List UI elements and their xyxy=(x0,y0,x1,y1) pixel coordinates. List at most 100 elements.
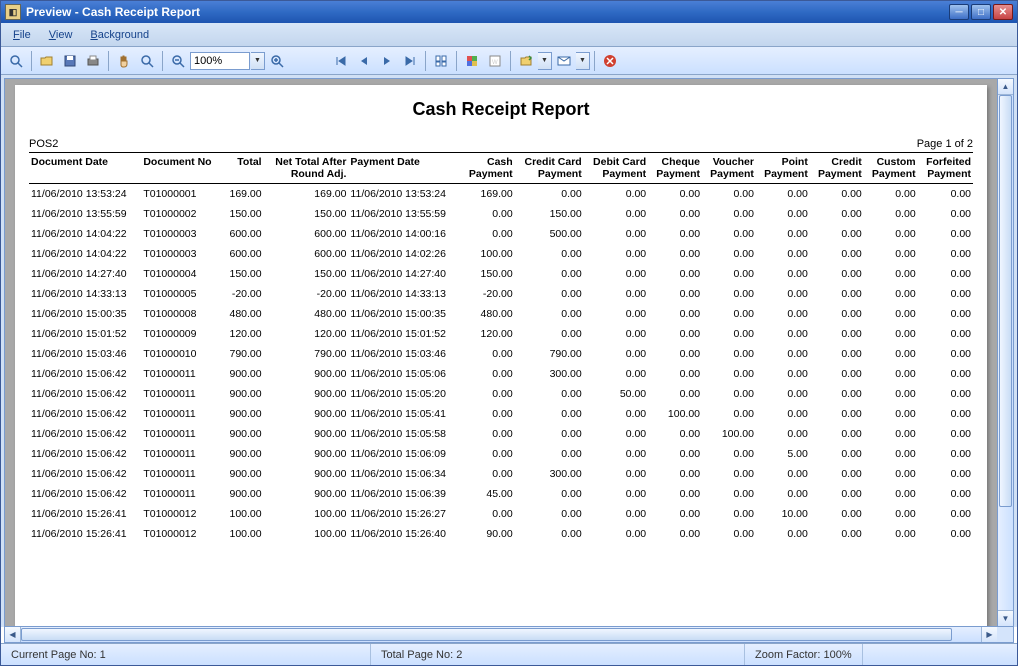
table-cell: 0.00 xyxy=(515,484,584,504)
menu-view[interactable]: View xyxy=(41,26,81,44)
table-cell: T01000011 xyxy=(141,424,223,444)
table-cell: 0.00 xyxy=(864,184,918,205)
table-cell: T01000008 xyxy=(141,304,223,324)
open-icon[interactable] xyxy=(36,50,58,72)
close-button[interactable]: ✕ xyxy=(993,4,1013,20)
color-icon[interactable] xyxy=(461,50,483,72)
table-cell: 480.00 xyxy=(264,304,349,324)
document-viewport[interactable]: Cash Receipt Report POS2 Page 1 of 2 Doc… xyxy=(4,78,998,627)
table-cell: 0.00 xyxy=(648,424,702,444)
table-cell: 0.00 xyxy=(918,184,973,205)
magnifier-icon[interactable] xyxy=(136,50,158,72)
zoom-in-icon[interactable] xyxy=(266,50,288,72)
table-cell: 0.00 xyxy=(584,364,648,384)
minimize-button[interactable]: ─ xyxy=(949,4,969,20)
table-cell: 11/06/2010 15:03:46 xyxy=(29,344,141,364)
scroll-down-icon[interactable]: ▼ xyxy=(998,610,1013,626)
maximize-button[interactable]: □ xyxy=(971,4,991,20)
preview-window: ◧ Preview - Cash Receipt Report ─ □ ✕ Fi… xyxy=(0,0,1018,666)
search-icon[interactable] xyxy=(5,50,27,72)
email-dropdown[interactable]: ▼ xyxy=(576,52,590,70)
titlebar[interactable]: ◧ Preview - Cash Receipt Report ─ □ ✕ xyxy=(1,1,1017,23)
next-page-icon[interactable] xyxy=(376,50,398,72)
content-area: Cash Receipt Report POS2 Page 1 of 2 Doc… xyxy=(1,75,1017,627)
column-header: PointPayment xyxy=(756,153,810,184)
export-dropdown[interactable]: ▼ xyxy=(538,52,552,70)
table-cell: T01000003 xyxy=(141,224,223,244)
table-cell: 600.00 xyxy=(223,224,264,244)
print-icon[interactable] xyxy=(82,50,104,72)
table-row: 11/06/2010 15:06:42T01000011900.00900.00… xyxy=(29,364,973,384)
separator xyxy=(594,51,595,71)
table-cell: 0.00 xyxy=(702,344,756,364)
zoom-input[interactable]: 100% xyxy=(190,52,250,70)
save-icon[interactable] xyxy=(59,50,81,72)
last-page-icon[interactable] xyxy=(399,50,421,72)
table-cell: T01000005 xyxy=(141,284,223,304)
h-thumb[interactable] xyxy=(21,628,952,641)
table-cell: 11/06/2010 15:05:58 xyxy=(348,424,460,444)
table-cell: 0.00 xyxy=(648,504,702,524)
zoom-dropdown[interactable]: ▼ xyxy=(251,52,265,70)
table-cell: 0.00 xyxy=(702,364,756,384)
h-track[interactable] xyxy=(21,627,981,642)
table-cell: 0.00 xyxy=(584,484,648,504)
status-current-page: Current Page No: 1 xyxy=(1,644,371,665)
column-header: Payment Date xyxy=(348,153,460,184)
horizontal-scrollbar[interactable]: ◀ ▶ xyxy=(4,627,1014,643)
first-page-icon[interactable] xyxy=(330,50,352,72)
hand-icon[interactable] xyxy=(113,50,135,72)
stop-icon[interactable] xyxy=(599,50,621,72)
table-cell: 0.00 xyxy=(918,284,973,304)
toolbar: 100% ▼ W ▼ ▼ xyxy=(1,47,1017,75)
table-cell: 0.00 xyxy=(918,424,973,444)
table-row: 11/06/2010 15:06:42T01000011900.00900.00… xyxy=(29,424,973,444)
separator xyxy=(108,51,109,71)
table-cell: 120.00 xyxy=(264,324,349,344)
v-thumb[interactable] xyxy=(999,95,1012,507)
table-cell: 900.00 xyxy=(223,404,264,424)
multipage-icon[interactable] xyxy=(430,50,452,72)
scroll-left-icon[interactable]: ◀ xyxy=(5,627,21,642)
table-cell: 45.00 xyxy=(461,484,515,504)
table-row: 11/06/2010 13:55:59T01000002150.00150.00… xyxy=(29,204,973,224)
watermark-icon[interactable]: W xyxy=(484,50,506,72)
scroll-right-icon[interactable]: ▶ xyxy=(981,627,997,642)
v-track[interactable] xyxy=(998,95,1013,610)
table-cell: 0.00 xyxy=(810,184,864,205)
table-cell: 150.00 xyxy=(264,264,349,284)
table-cell: 0.00 xyxy=(702,184,756,205)
table-cell: 11/06/2010 15:06:42 xyxy=(29,444,141,464)
table-cell: 0.00 xyxy=(810,504,864,524)
table-cell: 169.00 xyxy=(264,184,349,205)
table-cell: 0.00 xyxy=(461,444,515,464)
export-icon[interactable] xyxy=(515,50,537,72)
column-header: CreditPayment xyxy=(810,153,864,184)
table-cell: 0.00 xyxy=(864,464,918,484)
table-cell: 11/06/2010 15:03:46 xyxy=(348,344,460,364)
table-cell: 150.00 xyxy=(223,204,264,224)
zoom-out-icon[interactable] xyxy=(167,50,189,72)
table-cell: 0.00 xyxy=(810,464,864,484)
table-cell: 11/06/2010 14:00:16 xyxy=(348,224,460,244)
vertical-scrollbar[interactable]: ▲ ▼ xyxy=(998,78,1014,627)
separator xyxy=(425,51,426,71)
table-cell: 0.00 xyxy=(918,244,973,264)
menu-file[interactable]: File xyxy=(5,26,39,44)
prev-page-icon[interactable] xyxy=(353,50,375,72)
scroll-up-icon[interactable]: ▲ xyxy=(998,79,1013,95)
email-icon[interactable] xyxy=(553,50,575,72)
table-row: 11/06/2010 15:06:42T01000011900.00900.00… xyxy=(29,404,973,424)
table-cell: 11/06/2010 15:26:27 xyxy=(348,504,460,524)
table-cell: 0.00 xyxy=(648,344,702,364)
table-cell: 0.00 xyxy=(918,384,973,404)
table-cell: 0.00 xyxy=(702,404,756,424)
table-cell: 0.00 xyxy=(515,184,584,205)
table-row: 11/06/2010 15:01:52T01000009120.00120.00… xyxy=(29,324,973,344)
menu-background[interactable]: Background xyxy=(82,26,157,44)
table-cell: 0.00 xyxy=(810,264,864,284)
table-cell: 11/06/2010 15:06:42 xyxy=(29,384,141,404)
table-cell: 0.00 xyxy=(584,264,648,284)
table-cell: 11/06/2010 15:05:06 xyxy=(348,364,460,384)
table-cell: 600.00 xyxy=(264,224,349,244)
